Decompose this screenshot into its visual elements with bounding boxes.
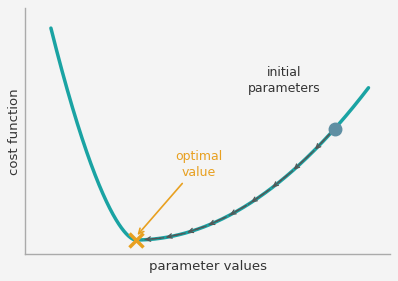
X-axis label: parameter values: parameter values — [148, 260, 267, 273]
Text: initial
parameters: initial parameters — [248, 66, 320, 95]
Text: optimal
value: optimal value — [139, 149, 223, 234]
Y-axis label: cost function: cost function — [8, 88, 21, 175]
